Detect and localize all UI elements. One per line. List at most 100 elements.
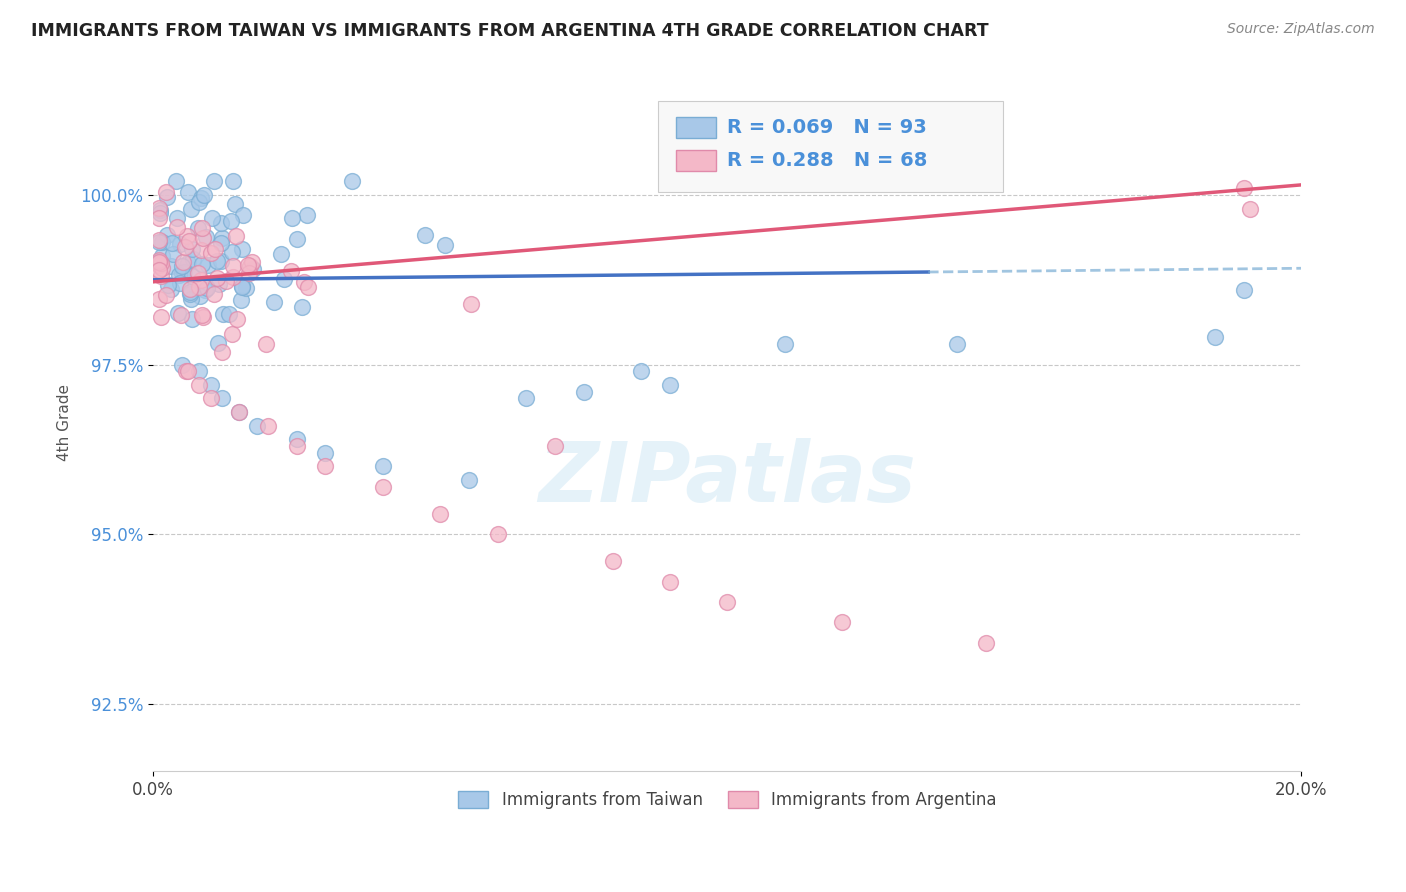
Point	[292, 275, 315, 289]
Bar	[676, 117, 716, 138]
Point	[209, 254, 232, 268]
Point	[173, 265, 195, 279]
Point	[172, 259, 194, 273]
Point	[179, 281, 201, 295]
Point	[257, 418, 280, 433]
Point	[211, 345, 233, 359]
Point	[544, 439, 567, 453]
Text: R = 0.069   N = 93: R = 0.069 N = 93	[727, 118, 927, 137]
Point	[716, 595, 738, 609]
Point	[190, 273, 212, 287]
Point	[314, 459, 336, 474]
Point	[201, 211, 224, 225]
Point	[242, 261, 264, 276]
Point	[179, 287, 201, 301]
Point	[148, 235, 170, 250]
Point	[181, 312, 204, 326]
Point	[166, 211, 188, 225]
Point	[167, 268, 190, 282]
Point	[291, 300, 314, 314]
Point	[191, 257, 214, 271]
Point	[197, 259, 219, 273]
Point	[155, 190, 177, 204]
Point	[169, 277, 191, 291]
Point	[150, 249, 173, 263]
Point	[215, 274, 238, 288]
Point	[188, 288, 211, 302]
Point	[658, 574, 681, 589]
Point	[170, 358, 193, 372]
Point	[155, 185, 177, 199]
Point	[156, 228, 179, 243]
Point	[434, 237, 457, 252]
Point	[460, 297, 482, 311]
Point	[285, 432, 308, 446]
Point	[150, 260, 173, 275]
Point	[202, 174, 225, 188]
Point	[194, 230, 217, 244]
Point	[297, 280, 319, 294]
Point	[148, 211, 170, 225]
Point	[204, 243, 226, 257]
Point	[314, 446, 336, 460]
Point	[221, 244, 243, 259]
Point	[174, 240, 197, 254]
Point	[160, 259, 183, 273]
Point	[235, 281, 257, 295]
Point	[281, 211, 304, 226]
Text: ZIPatlas: ZIPatlas	[538, 438, 917, 518]
Point	[157, 278, 180, 293]
Point	[209, 235, 232, 250]
Point	[179, 285, 201, 300]
Point	[148, 233, 170, 247]
Point	[148, 258, 170, 272]
Point	[831, 615, 853, 630]
Point	[239, 259, 262, 273]
Point	[162, 236, 184, 251]
Point	[177, 185, 200, 199]
Point	[148, 201, 170, 215]
Point	[180, 268, 202, 283]
Point	[773, 337, 796, 351]
Point	[297, 208, 319, 222]
Point	[228, 405, 250, 419]
Point	[200, 245, 222, 260]
Point	[285, 439, 308, 453]
Point	[207, 277, 229, 291]
Point	[193, 188, 215, 202]
Point	[1204, 330, 1226, 344]
Point	[231, 278, 253, 293]
Point	[280, 264, 302, 278]
Point	[180, 202, 202, 216]
Point	[194, 283, 217, 297]
Point	[211, 231, 233, 245]
Point	[160, 282, 183, 296]
Point	[191, 308, 214, 322]
Point	[176, 364, 198, 378]
Point	[630, 364, 652, 378]
Point	[181, 252, 204, 266]
Point	[226, 312, 249, 326]
Point	[148, 255, 170, 269]
Point	[193, 231, 215, 245]
Legend: Immigrants from Taiwan, Immigrants from Argentina: Immigrants from Taiwan, Immigrants from …	[451, 784, 1002, 815]
Point	[340, 174, 363, 188]
Point	[231, 242, 253, 256]
Point	[172, 266, 194, 280]
FancyBboxPatch shape	[658, 101, 1002, 192]
Point	[225, 228, 247, 243]
Point	[207, 336, 229, 351]
Point	[191, 221, 214, 235]
Point	[205, 271, 228, 285]
Point	[371, 480, 394, 494]
Point	[187, 220, 209, 235]
Point	[515, 392, 537, 406]
Point	[188, 279, 211, 293]
Point	[149, 205, 172, 219]
Point	[209, 216, 232, 230]
Point	[221, 326, 243, 341]
Point	[202, 286, 225, 301]
Point	[218, 307, 240, 321]
Point	[162, 247, 184, 261]
Text: Source: ZipAtlas.com: Source: ZipAtlas.com	[1227, 22, 1375, 37]
